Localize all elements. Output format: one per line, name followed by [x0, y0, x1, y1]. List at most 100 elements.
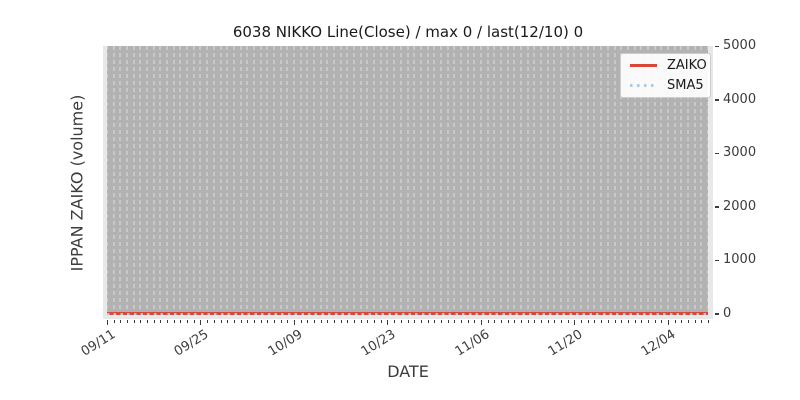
x-tick-mark	[427, 320, 429, 323]
day-gridline	[246, 46, 249, 315]
x-tick-mark	[554, 320, 556, 323]
x-tick-mark	[574, 320, 576, 325]
day-gridline	[159, 46, 162, 315]
x-tick-mark	[494, 320, 496, 323]
day-gridline	[359, 46, 362, 315]
day-gridline	[459, 46, 462, 315]
day-gridline	[707, 46, 708, 315]
day-gridline	[466, 46, 469, 315]
day-gridline	[259, 46, 262, 315]
x-tick-mark	[420, 320, 422, 323]
day-gridline	[506, 46, 509, 315]
y-tick-mark	[715, 206, 719, 208]
x-tick-mark	[527, 320, 529, 323]
x-tick-mark	[447, 320, 449, 323]
x-tick-mark	[474, 320, 476, 323]
day-gridline	[693, 46, 696, 315]
x-tick-mark	[708, 320, 709, 323]
day-gridline	[399, 46, 402, 315]
x-tick-mark	[240, 320, 242, 323]
x-tick-mark	[694, 320, 696, 323]
y-tick-label: 1000	[723, 252, 757, 267]
day-gridline	[499, 46, 502, 315]
x-tick-mark	[300, 320, 302, 323]
legend-entry-zaiko: ZAIKO	[630, 58, 710, 73]
x-tick-mark	[387, 320, 389, 325]
x-tick-mark	[541, 320, 543, 323]
day-gridline	[319, 46, 322, 315]
x-tick-mark	[647, 320, 649, 323]
x-tick-mark	[220, 320, 222, 323]
x-tick-mark	[147, 320, 149, 323]
x-tick-mark	[213, 320, 215, 323]
x-tick-mark	[607, 320, 609, 323]
x-tick-mark	[354, 320, 356, 323]
day-gridline	[620, 46, 623, 315]
day-gridline	[553, 46, 556, 315]
x-tick-mark	[314, 320, 315, 323]
plot-area: ZAIKO SMA5	[103, 46, 713, 319]
day-gridline	[580, 46, 583, 315]
day-gridline	[172, 46, 175, 315]
day-gridline	[286, 46, 289, 315]
x-tick-mark	[380, 320, 382, 323]
x-tick-label: 09/25	[171, 327, 212, 360]
y-tick-label: 2000	[723, 198, 757, 214]
x-tick-mark	[547, 320, 549, 323]
chart-title: 6038 NIKKO Line(Close) / max 0 / last(12…	[232, 23, 584, 41]
x-tick-mark	[167, 320, 169, 323]
day-gridline	[272, 46, 275, 315]
legend-label-sma5: SMA5	[667, 78, 704, 93]
day-gridline	[126, 46, 129, 315]
x-tick-mark	[460, 320, 462, 323]
day-gridline	[226, 46, 229, 315]
x-tick-label: 10/23	[358, 327, 399, 360]
x-tick-mark	[641, 320, 643, 323]
day-gridline	[232, 46, 235, 315]
x-tick-mark	[113, 320, 115, 323]
day-gridline	[313, 46, 315, 315]
x-tick-mark	[334, 320, 336, 323]
x-tick-mark	[594, 320, 596, 323]
day-gridline	[239, 46, 242, 315]
day-gridline	[139, 46, 142, 315]
day-gridline	[546, 46, 549, 315]
gridline-band	[107, 46, 708, 315]
day-gridline	[666, 46, 669, 315]
x-tick-mark	[634, 320, 636, 323]
y-axis-label: IPPAN ZAIKO (volume)	[67, 94, 87, 272]
y-tick-mark	[715, 99, 719, 101]
day-gridline	[613, 46, 616, 315]
zaiko-line-swatch-icon	[630, 64, 657, 67]
x-tick-mark	[327, 320, 329, 323]
day-gridline	[219, 46, 222, 315]
day-gridline	[439, 46, 442, 315]
x-tick-mark	[193, 320, 195, 323]
day-gridline	[600, 46, 603, 315]
x-tick-mark	[454, 320, 456, 323]
y-tick-label: 0	[723, 305, 732, 321]
x-tick-mark	[440, 320, 442, 323]
x-tick-mark	[394, 320, 396, 323]
x-tick-mark	[287, 320, 289, 323]
x-tick-mark	[340, 320, 342, 323]
day-gridline	[406, 46, 409, 315]
day-gridline	[279, 46, 282, 315]
day-gridline	[520, 46, 523, 315]
x-tick-mark	[367, 320, 369, 323]
day-gridline	[479, 46, 482, 315]
day-gridline	[306, 46, 309, 315]
day-gridline	[566, 46, 569, 315]
day-gridline	[373, 46, 376, 315]
day-gridline	[346, 46, 349, 315]
x-tick-mark	[253, 320, 255, 323]
x-tick-mark	[521, 320, 523, 323]
x-tick-mark	[561, 320, 563, 323]
x-tick-mark	[293, 320, 295, 325]
x-tick-label: 12/04	[639, 327, 679, 360]
x-tick-mark	[480, 320, 482, 325]
day-gridline	[633, 46, 636, 315]
x-tick-label: 11/06	[452, 327, 492, 360]
day-gridline	[112, 46, 115, 315]
